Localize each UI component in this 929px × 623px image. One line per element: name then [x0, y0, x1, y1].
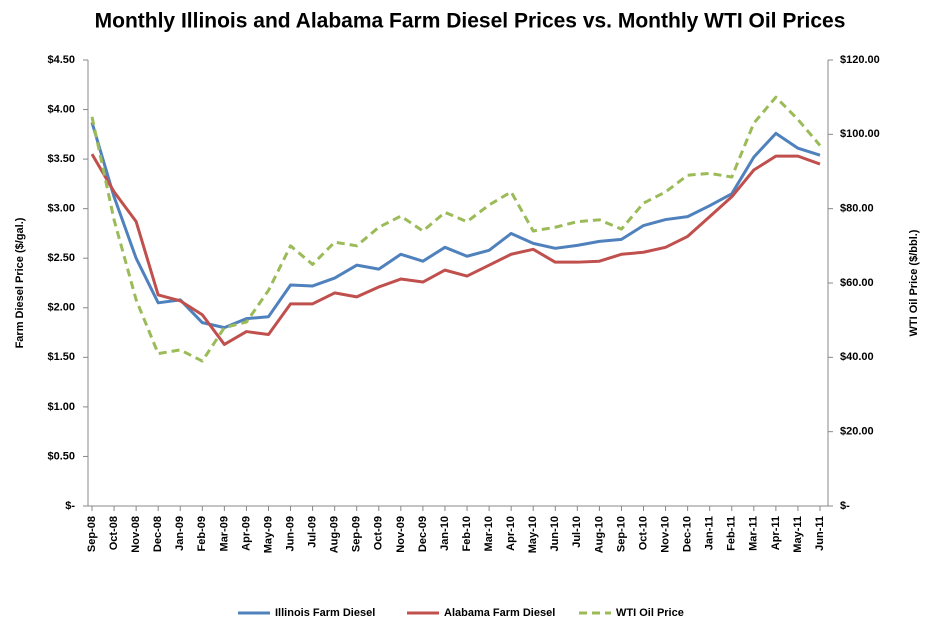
y-tick-label: $3.00: [47, 203, 75, 215]
y2-tick-label: $20.00: [840, 426, 874, 438]
x-tick-label: Apr-09: [240, 516, 252, 551]
x-tick-label: Nov-10: [659, 516, 671, 553]
x-tick-label: Apr-11: [770, 516, 782, 550]
x-tick-label: Feb-10: [461, 516, 473, 551]
y2-tick-label: $120.00: [840, 54, 880, 66]
y-axis-label: Farm Diesel Price ($/gal.): [14, 217, 26, 348]
x-tick-label: Feb-11: [726, 516, 738, 551]
y-tick-label: $2.00: [47, 302, 75, 314]
y2-tick-label: $60.00: [840, 277, 874, 289]
y2-axis-label: WTI Oil Price ($/bbl.): [908, 229, 920, 336]
y-tick-label: $1.00: [47, 401, 75, 413]
x-tick-label: Sep-10: [615, 516, 627, 552]
x-tick-label: Feb-09: [196, 516, 208, 551]
x-tick-label: Nov-09: [395, 516, 407, 553]
legend-label: Illinois Farm Diesel: [275, 607, 375, 619]
x-tick-label: Sep-09: [351, 516, 363, 552]
x-tick-label: Mar-11: [748, 516, 760, 551]
y-tick-label: $0.50: [47, 450, 75, 462]
y2-tick-label: $-: [840, 500, 850, 512]
x-tick-label: Dec-10: [682, 516, 694, 552]
y-tick-label: $3.50: [47, 153, 75, 165]
legend-label: WTI Oil Price: [616, 607, 684, 619]
x-tick-label: Dec-09: [417, 516, 429, 552]
x-tick-label: Oct-09: [373, 516, 385, 550]
x-tick-label: Mar-09: [218, 516, 230, 551]
x-tick-label: Oct-10: [637, 516, 649, 550]
x-tick-label: Jan-09: [174, 516, 186, 551]
series-line: [90, 122, 821, 330]
x-tick-label: Nov-08: [130, 516, 142, 553]
legend-label: Alabama Farm Diesel: [444, 607, 555, 619]
x-tick-label: Jul-09: [307, 516, 319, 548]
series-line: [90, 153, 821, 346]
y2-tick-label: $100.00: [840, 128, 880, 140]
y2-tick-label: $80.00: [840, 203, 874, 215]
x-tick-label: Jun-11: [814, 516, 826, 551]
x-tick-label: Aug-10: [593, 516, 605, 553]
x-tick-label: Oct-08: [108, 516, 120, 550]
x-tick-label: Dec-08: [152, 516, 164, 552]
x-tick-label: Apr-10: [505, 516, 517, 551]
x-tick-label: Jun-10: [549, 516, 561, 551]
x-tick-label: Mar-10: [483, 516, 495, 551]
x-tick-label: Jan-10: [439, 516, 451, 551]
x-tick-label: May-11: [792, 516, 804, 553]
x-tick-label: May-09: [262, 516, 274, 553]
x-tick-label: Jul-10: [571, 516, 583, 548]
y-tick-label: $4.50: [47, 54, 75, 66]
y-tick-label: $4.00: [47, 103, 75, 115]
series-line: [90, 95, 822, 363]
chart-title: Monthly Illinois and Alabama Farm Diesel…: [95, 10, 846, 33]
y2-tick-label: $40.00: [840, 351, 874, 363]
y-tick-label: $-: [65, 500, 75, 512]
x-tick-label: Sep-08: [86, 516, 98, 552]
x-tick-label: Jun-09: [284, 516, 296, 551]
x-tick-label: Jan-11: [704, 516, 716, 550]
x-tick-label: Aug-09: [329, 516, 341, 553]
y-tick-label: $2.50: [47, 252, 75, 264]
x-tick-label: May-10: [527, 516, 539, 553]
y-tick-label: $1.50: [47, 351, 75, 363]
